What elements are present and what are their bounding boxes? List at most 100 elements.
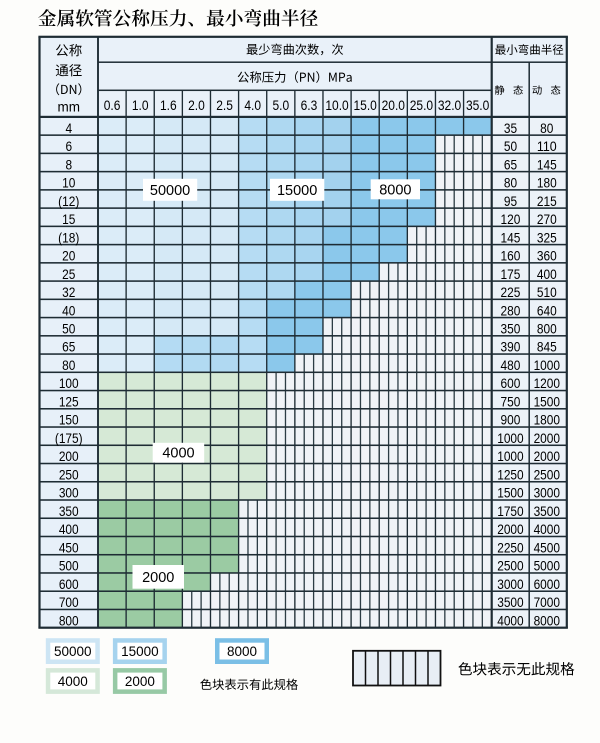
- svg-text:65: 65: [62, 340, 75, 355]
- svg-text:4000: 4000: [58, 674, 88, 689]
- svg-text:1000: 1000: [497, 449, 524, 464]
- svg-text:1750: 1750: [497, 504, 524, 519]
- svg-text:1500: 1500: [534, 394, 561, 409]
- svg-text:150: 150: [59, 413, 79, 428]
- svg-text:(175): (175): [55, 431, 83, 446]
- svg-text:175: 175: [501, 267, 521, 282]
- svg-text:35: 35: [504, 121, 517, 136]
- svg-text:480: 480: [501, 358, 521, 373]
- svg-text:25.0: 25.0: [410, 98, 433, 113]
- svg-text:350: 350: [59, 504, 79, 519]
- svg-text:(12): (12): [58, 194, 79, 209]
- svg-text:4.0: 4.0: [244, 98, 261, 113]
- svg-text:1800: 1800: [534, 413, 561, 428]
- svg-text:800: 800: [537, 321, 557, 336]
- svg-text:15000: 15000: [277, 183, 317, 199]
- svg-text:510: 510: [537, 285, 557, 300]
- svg-text:5.0: 5.0: [272, 98, 289, 113]
- svg-text:800: 800: [59, 613, 79, 628]
- svg-text:145: 145: [537, 157, 557, 172]
- svg-text:4000: 4000: [162, 446, 194, 462]
- svg-text:40: 40: [62, 303, 76, 318]
- svg-text:845: 845: [537, 340, 557, 355]
- svg-text:2.0: 2.0: [188, 98, 205, 113]
- svg-text:1.0: 1.0: [132, 98, 149, 113]
- svg-text:640: 640: [537, 303, 557, 318]
- svg-text:8000: 8000: [227, 644, 257, 659]
- svg-text:6.3: 6.3: [301, 98, 318, 113]
- svg-text:1.6: 1.6: [160, 98, 177, 113]
- svg-text:8000: 8000: [379, 182, 411, 198]
- svg-text:270: 270: [537, 212, 557, 227]
- svg-text:2000: 2000: [497, 522, 524, 537]
- svg-text:4500: 4500: [534, 540, 561, 555]
- svg-text:20.0: 20.0: [382, 98, 405, 113]
- svg-text:50000: 50000: [150, 183, 190, 199]
- svg-text:35.0: 35.0: [466, 98, 489, 113]
- svg-text:15.0: 15.0: [353, 98, 376, 113]
- svg-text:15: 15: [62, 212, 75, 227]
- svg-text:3000: 3000: [534, 486, 561, 501]
- svg-text:2500: 2500: [497, 559, 524, 574]
- svg-text:180: 180: [537, 176, 557, 191]
- svg-text:32.0: 32.0: [438, 98, 461, 113]
- svg-text:2000: 2000: [142, 570, 174, 586]
- svg-text:32: 32: [62, 285, 75, 300]
- svg-text:4: 4: [65, 121, 72, 136]
- svg-text:145: 145: [501, 230, 521, 245]
- svg-text:2500: 2500: [534, 467, 561, 482]
- svg-text:400: 400: [59, 522, 79, 537]
- svg-text:6: 6: [65, 139, 72, 154]
- svg-text:3500: 3500: [497, 595, 524, 610]
- svg-text:0.6: 0.6: [104, 98, 121, 113]
- svg-text:1250: 1250: [497, 467, 524, 482]
- svg-text:50000: 50000: [54, 644, 92, 659]
- svg-text:10: 10: [62, 176, 76, 191]
- svg-text:(18): (18): [58, 230, 79, 245]
- svg-text:65: 65: [504, 157, 517, 172]
- svg-text:300: 300: [59, 486, 79, 501]
- svg-text:5000: 5000: [534, 559, 561, 574]
- svg-text:700: 700: [59, 595, 79, 610]
- svg-text:390: 390: [501, 340, 521, 355]
- svg-text:400: 400: [537, 267, 557, 282]
- svg-text:15000: 15000: [121, 644, 159, 659]
- svg-text:110: 110: [537, 139, 557, 154]
- svg-text:2250: 2250: [497, 540, 524, 555]
- svg-text:325: 325: [537, 230, 557, 245]
- svg-text:50: 50: [504, 139, 518, 154]
- svg-text:500: 500: [59, 559, 79, 574]
- svg-text:8000: 8000: [534, 613, 561, 628]
- svg-text:50: 50: [62, 321, 76, 336]
- svg-text:8: 8: [65, 157, 72, 172]
- svg-text:120: 120: [501, 212, 521, 227]
- svg-text:1000: 1000: [534, 358, 561, 373]
- svg-text:6000: 6000: [534, 577, 561, 592]
- svg-text:1000: 1000: [497, 431, 524, 446]
- svg-text:1500: 1500: [497, 486, 524, 501]
- svg-text:200: 200: [59, 449, 79, 464]
- svg-text:2.5: 2.5: [216, 98, 233, 113]
- svg-text:600: 600: [59, 577, 79, 592]
- svg-text:2000: 2000: [125, 674, 155, 689]
- svg-text:7000: 7000: [534, 595, 561, 610]
- svg-text:4000: 4000: [497, 613, 524, 628]
- svg-text:3000: 3000: [497, 577, 524, 592]
- svg-text:1200: 1200: [534, 376, 561, 391]
- svg-text:95: 95: [504, 194, 517, 209]
- svg-text:900: 900: [501, 413, 521, 428]
- svg-text:350: 350: [501, 321, 521, 336]
- svg-text:100: 100: [59, 376, 79, 391]
- svg-text:215: 215: [537, 194, 557, 209]
- svg-text:80: 80: [62, 358, 76, 373]
- svg-text:450: 450: [59, 540, 79, 555]
- svg-text:25: 25: [62, 267, 75, 282]
- svg-text:80: 80: [504, 176, 518, 191]
- svg-text:250: 250: [59, 467, 79, 482]
- svg-text:4000: 4000: [534, 522, 561, 537]
- svg-text:280: 280: [501, 303, 521, 318]
- svg-text:10.0: 10.0: [325, 98, 348, 113]
- svg-text:2000: 2000: [534, 449, 561, 464]
- svg-text:20: 20: [62, 249, 76, 264]
- svg-text:225: 225: [501, 285, 521, 300]
